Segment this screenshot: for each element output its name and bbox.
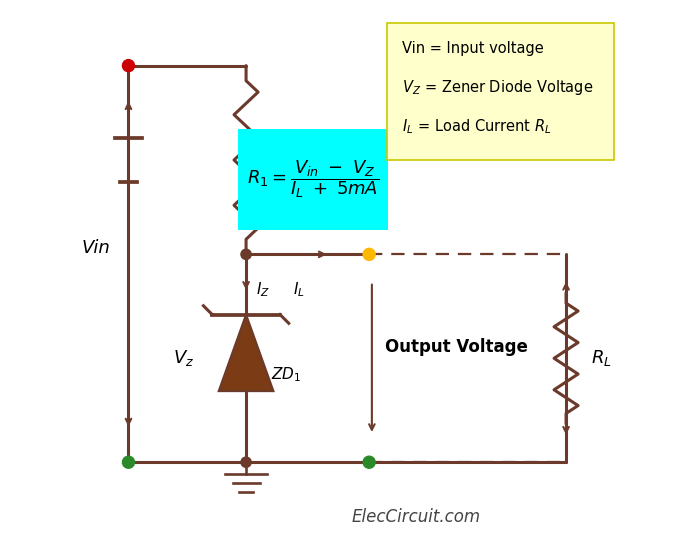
Polygon shape — [218, 315, 274, 391]
Text: ElecCircuit.com: ElecCircuit.com — [351, 508, 480, 526]
Text: $V_Z$ = Zener Diode Voltage: $V_Z$ = Zener Diode Voltage — [402, 78, 594, 97]
Text: $R_L$: $R_L$ — [591, 348, 612, 368]
Text: $V_z$: $V_z$ — [173, 348, 194, 368]
Circle shape — [363, 456, 375, 468]
Text: Vin: Vin — [81, 238, 110, 257]
Text: $I_Z$: $I_Z$ — [256, 281, 270, 299]
Circle shape — [122, 456, 134, 468]
Text: Output Voltage: Output Voltage — [385, 339, 528, 356]
FancyBboxPatch shape — [238, 129, 389, 230]
FancyBboxPatch shape — [386, 23, 614, 160]
Circle shape — [122, 60, 134, 72]
Text: $I_L$: $I_L$ — [293, 281, 304, 299]
Text: Vin = Input voltage: Vin = Input voltage — [402, 40, 544, 56]
Text: $I_L$ = Load Current $R_L$: $I_L$ = Load Current $R_L$ — [402, 118, 552, 136]
Text: $ZD_1$: $ZD_1$ — [271, 365, 301, 384]
Circle shape — [363, 248, 375, 260]
Circle shape — [241, 457, 251, 467]
Text: $R_1 = \dfrac{V_{in}\ -\ V_Z}{I_L\ +\ 5mA}$: $R_1 = \dfrac{V_{in}\ -\ V_Z}{I_L\ +\ 5m… — [247, 158, 379, 200]
Circle shape — [241, 249, 251, 259]
